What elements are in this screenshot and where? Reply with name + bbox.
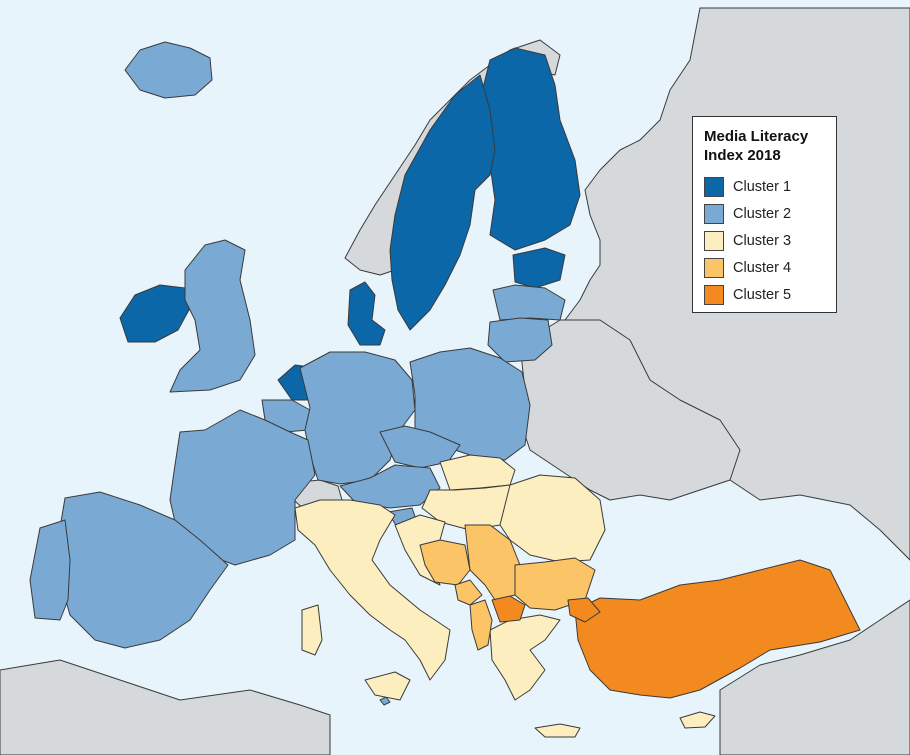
country-romania: [499, 474, 606, 563]
legend-item-cluster-2: Cluster 2: [704, 200, 826, 227]
cluster-3-countries: [294, 454, 716, 738]
middle-east: [719, 599, 910, 755]
country-germany: [299, 351, 416, 485]
legend-swatch: [704, 230, 724, 251]
country-greece: [489, 614, 561, 701]
legend-label: Cluster 2: [733, 205, 792, 222]
legend-swatch: [704, 284, 724, 305]
legend-label: Cluster 3: [733, 232, 792, 249]
country-sicily: [364, 671, 411, 701]
belarus-ukraine: [519, 319, 741, 501]
legend-swatch: [704, 176, 724, 197]
legend-title: Media Literacy Index 2018: [704, 127, 826, 165]
legend-title-line2: Index 2018: [704, 147, 781, 164]
country-sweden: [389, 74, 496, 331]
country-united-kingdom: [169, 239, 256, 393]
legend-item-cluster-3: Cluster 3: [704, 227, 826, 254]
country-turkey: [574, 559, 861, 699]
cluster-2-countries: [29, 41, 566, 706]
legend-title-line1: Media Literacy: [704, 128, 809, 145]
country-malta: [379, 696, 391, 706]
legend-label: Cluster 5: [733, 286, 792, 303]
country-crete: [534, 723, 581, 738]
map-legend: Media Literacy Index 2018 Cluster 1 Clus…: [692, 116, 837, 313]
legend-item-cluster-5: Cluster 5: [704, 281, 826, 308]
country-cyprus: [679, 711, 716, 729]
country-sardinia: [301, 604, 323, 656]
country-north-macedonia: [491, 595, 526, 623]
country-bosnia-herzegovina: [419, 539, 471, 586]
country-denmark: [347, 281, 386, 346]
cluster-4-countries: [419, 524, 596, 651]
country-turkey-thrace: [567, 597, 601, 623]
legend-item-cluster-1: Cluster 1: [704, 173, 826, 200]
country-italy: [294, 499, 451, 681]
country-iceland: [124, 41, 213, 99]
north-africa: [0, 659, 331, 755]
legend-label: Cluster 1: [733, 178, 792, 195]
country-estonia: [512, 247, 566, 289]
country-albania: [469, 599, 493, 651]
legend-swatch: [704, 203, 724, 224]
country-france: [169, 409, 316, 566]
country-montenegro: [454, 579, 483, 606]
legend-swatch: [704, 257, 724, 278]
country-lithuania: [487, 317, 553, 363]
country-czech-republic: [379, 425, 461, 469]
legend-label: Cluster 4: [733, 259, 792, 276]
legend-item-cluster-4: Cluster 4: [704, 254, 826, 281]
cluster-5-countries: [491, 559, 861, 699]
country-portugal: [29, 519, 71, 621]
